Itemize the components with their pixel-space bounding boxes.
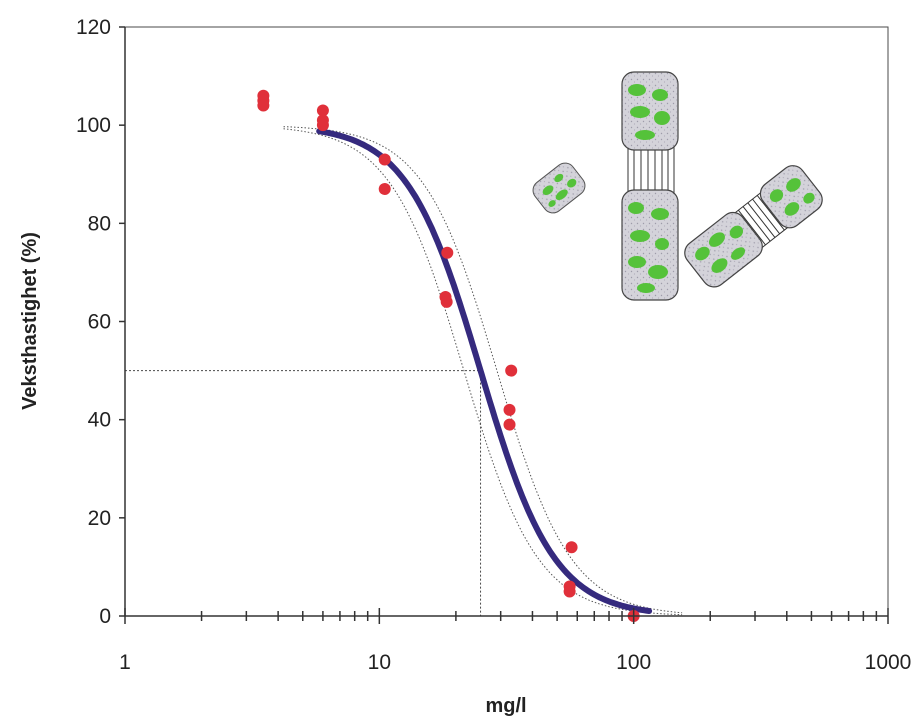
data-point — [503, 403, 516, 416]
y-axis: 0 20 40 60 80 100 120 — [76, 16, 126, 628]
reference-lines — [125, 370, 482, 616]
y-tick-label: 0 — [99, 605, 111, 628]
plot-area — [124, 26, 889, 617]
y-tick-label: 40 — [88, 409, 111, 432]
data-point — [565, 541, 578, 554]
x-tick-label: 100 — [616, 651, 651, 674]
algae-chain-vertical — [621, 71, 679, 301]
x-tick-label: 1000 — [865, 651, 912, 674]
data-point — [505, 364, 518, 377]
confidence-line-upper — [283, 126, 683, 614]
algae-illustration — [532, 71, 823, 301]
data-point — [316, 119, 329, 132]
data-points — [257, 89, 640, 622]
confidence-band — [283, 126, 683, 616]
fitted-curve — [316, 128, 653, 614]
data-point — [441, 246, 454, 259]
data-point — [378, 182, 391, 195]
x-tick-label: 10 — [368, 651, 391, 674]
data-point — [257, 99, 270, 112]
y-tick-label: 100 — [76, 114, 111, 137]
algae-cell-small — [532, 162, 586, 214]
y-axis-title: Veksthastighet (%) — [19, 232, 41, 410]
data-point — [503, 418, 516, 431]
data-point — [316, 104, 329, 117]
data-point — [378, 153, 391, 166]
x-axis-title: mg/l — [485, 695, 526, 717]
y-tick-label: 80 — [88, 212, 111, 235]
y-tick-label: 60 — [88, 311, 111, 334]
confidence-line-lower — [283, 128, 683, 616]
data-point — [440, 295, 453, 308]
y-tick-label: 20 — [88, 507, 111, 530]
x-tick-label: 1 — [119, 651, 131, 674]
data-point — [563, 585, 576, 598]
algae-chain-diagonal — [684, 165, 823, 288]
fit-line — [316, 128, 653, 614]
y-tick-label: 120 — [76, 16, 111, 39]
x-axis: 1 10 100 1000 — [119, 608, 911, 674]
